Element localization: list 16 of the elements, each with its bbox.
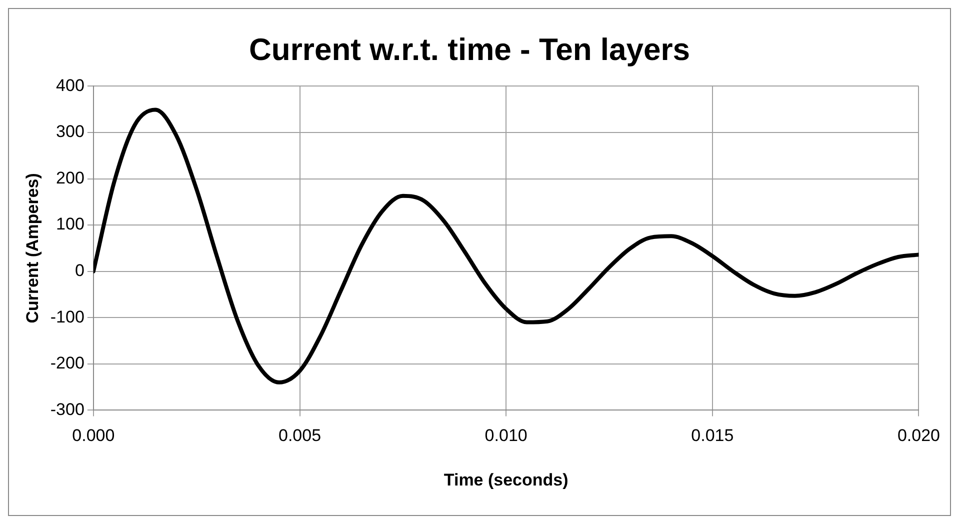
y-tick-label: -300 <box>50 400 84 419</box>
y-tick-label: 0 <box>74 261 84 280</box>
x-tick-label: 0.005 <box>278 426 322 446</box>
x-tick-label: 0.000 <box>72 426 115 446</box>
y-tick-label: 300 <box>56 122 84 142</box>
x-tick-label: 0.010 <box>484 426 528 446</box>
y-tick-label: -200 <box>50 354 84 373</box>
y-tick-label: 100 <box>56 214 84 234</box>
x-tick-label: 0.015 <box>691 426 734 446</box>
chart-title: Current w.r.t. time - Ten layers <box>248 32 690 68</box>
x-axis-title: Time (seconds) <box>444 470 568 490</box>
y-tick-label: 200 <box>56 168 84 188</box>
x-tick-label: 0.020 <box>897 426 940 446</box>
y-tick-label: -100 <box>50 307 84 326</box>
y-tick-label: 400 <box>56 76 84 95</box>
y-axis-title: Current (Amperes) <box>22 173 42 324</box>
